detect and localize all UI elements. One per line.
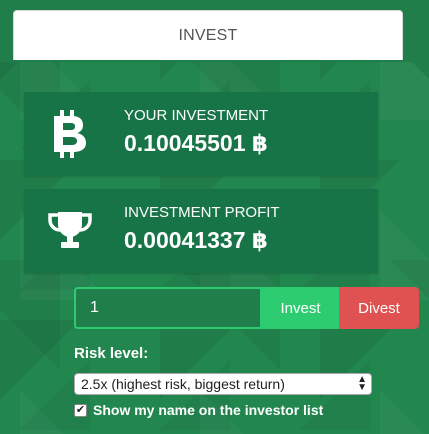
tab-invest-label: INVEST [178, 26, 238, 44]
select-arrows-icon: ▲ ▼ [357, 374, 367, 393]
show-name-option[interactable]: ✔ Show my name on the investor list [74, 402, 323, 418]
amount-input[interactable] [74, 287, 262, 329]
profit-value: 0.00041337 ฿ [124, 227, 268, 254]
show-name-label: Show my name on the investor list [93, 402, 324, 418]
trophy-icon [46, 207, 94, 255]
investment-amount: 0.10045501 [124, 130, 246, 156]
risk-level-select[interactable]: 2.5x (highest risk, biggest return) ▲ ▼ [74, 373, 372, 395]
invest-button[interactable]: Invest [262, 287, 339, 329]
profit-card: INVESTMENT PROFIT 0.00041337 ฿ [24, 189, 378, 273]
show-name-checkbox[interactable]: ✔ [74, 403, 87, 417]
investment-value: 0.10045501 ฿ [124, 130, 268, 157]
profit-label: INVESTMENT PROFIT [124, 204, 280, 221]
btc-symbol: ฿ [251, 130, 268, 156]
tab-invest[interactable]: INVEST [13, 10, 403, 60]
profit-amount: 0.00041337 [124, 227, 246, 253]
divest-button[interactable]: Divest [339, 287, 419, 329]
bitcoin-icon [46, 110, 94, 158]
risk-level-selected: 2.5x (highest risk, biggest return) [81, 376, 285, 392]
investment-label: YOUR INVESTMENT [124, 107, 269, 124]
investment-card: YOUR INVESTMENT 0.10045501 ฿ [24, 92, 378, 176]
risk-level-label: Risk level: [74, 345, 149, 362]
btc-symbol: ฿ [251, 227, 268, 253]
